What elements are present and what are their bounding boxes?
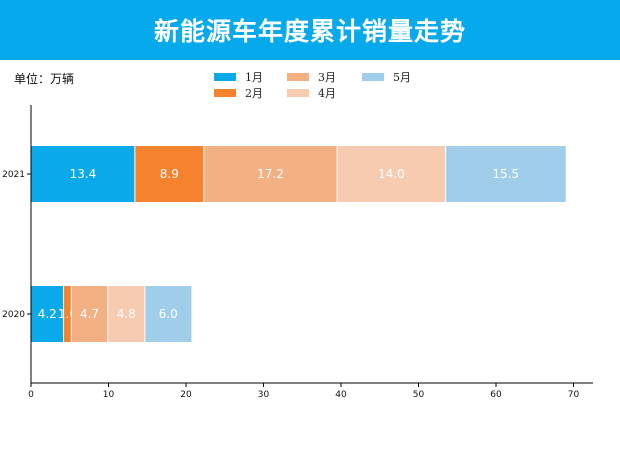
bar-2021-4	[337, 146, 446, 202]
bar-value-label: 4.8	[117, 307, 136, 321]
legend-swatch	[214, 73, 236, 81]
legend-label: 3月	[318, 71, 336, 84]
title-bar: 新能源车年度累计销量走势	[0, 0, 620, 60]
legend-label: 2月	[245, 87, 263, 100]
x-tick-label: 30	[258, 390, 270, 400]
bar-value-label: 8.9	[160, 167, 179, 181]
x-tick-label: 0	[28, 390, 34, 400]
bar-2020-2	[63, 286, 72, 342]
bar-value-label: 15.5	[492, 167, 519, 181]
x-tick-label: 50	[413, 390, 425, 400]
x-tick-label: 40	[335, 390, 347, 400]
bar-2020-3	[71, 286, 108, 342]
bar-2020-5	[144, 286, 192, 342]
chart-title: 新能源车年度累计销量走势	[153, 17, 466, 46]
legend-swatch	[287, 73, 309, 81]
unit-label: 单位：万辆	[14, 72, 75, 86]
legend-label: 1月	[245, 71, 263, 84]
x-tick-label: 20	[180, 390, 192, 400]
x-tick-label: 10	[103, 390, 115, 400]
bar-2021-3	[203, 146, 338, 202]
bar-2021-1	[31, 146, 135, 202]
x-tick-label: 70	[568, 390, 580, 400]
legend-label: 5月	[393, 71, 411, 84]
bar-2021-2	[134, 146, 204, 202]
legend-swatch	[362, 73, 384, 81]
legend-swatch	[287, 89, 309, 97]
legend-swatch	[214, 89, 236, 97]
legend-label: 4月	[318, 87, 336, 100]
bar-2020-4	[107, 286, 145, 342]
y-tick-label: 2020	[2, 310, 25, 320]
bar-value-label: 4.2	[38, 307, 57, 321]
bar-2020-1	[31, 286, 64, 342]
bar-value-label: 17.2	[257, 167, 284, 181]
bar-value-label: 6.0	[159, 307, 178, 321]
y-tick-label: 2021	[2, 170, 25, 180]
bar-2021-5	[445, 146, 566, 202]
bar-value-label: 13.4	[70, 167, 97, 181]
bar-value-label: 4.7	[80, 307, 99, 321]
x-tick-label: 60	[490, 390, 502, 400]
bar-value-label: 14.0	[378, 167, 405, 181]
